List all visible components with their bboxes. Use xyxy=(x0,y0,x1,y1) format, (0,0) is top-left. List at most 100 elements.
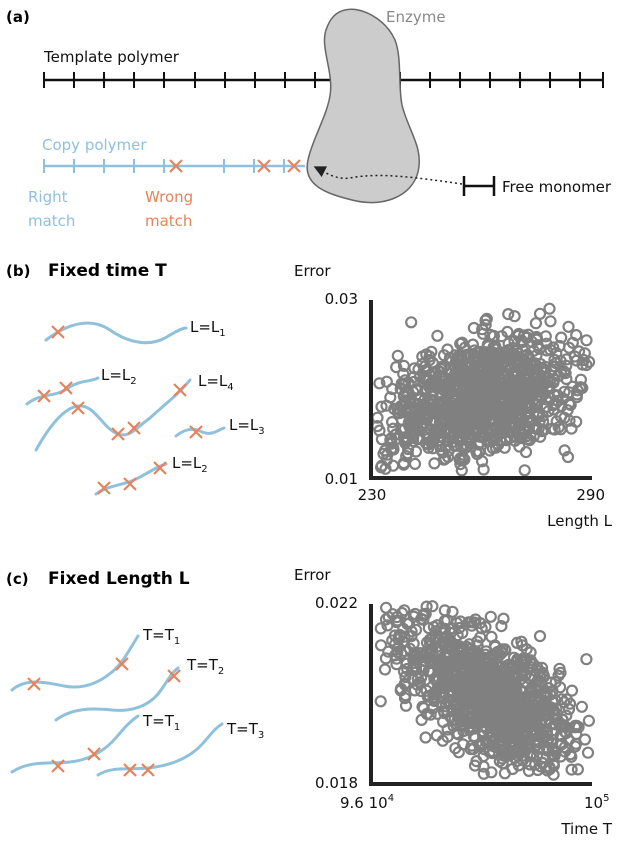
scatter-point xyxy=(444,710,457,724)
scatter-point xyxy=(560,359,573,372)
scatter-point xyxy=(529,317,543,330)
scatter-point xyxy=(471,448,484,461)
strand-label: L=L1 xyxy=(190,318,226,339)
scatter-point xyxy=(553,662,566,675)
scatter-point xyxy=(571,763,585,776)
scatter-point xyxy=(461,440,474,453)
scatter-point xyxy=(521,411,535,424)
scatter-point xyxy=(454,348,467,361)
scatter-point xyxy=(433,370,446,383)
panel-a: (a) Template polymer Enzyme Copy polymer… xyxy=(6,8,612,230)
scatter-point xyxy=(462,359,476,372)
scatter-point xyxy=(431,329,444,342)
scatter-point xyxy=(456,626,469,640)
scatter-point xyxy=(454,376,468,389)
scatter-point xyxy=(519,424,532,437)
wrong-match-x xyxy=(167,669,181,683)
scatter-point xyxy=(518,464,531,477)
scatter-point xyxy=(541,764,554,777)
scatter-point xyxy=(479,318,492,331)
length-error-chart: Error 0.03 0.01 230 290 Length L xyxy=(294,262,613,530)
scatter-point xyxy=(397,359,410,372)
scatter-point xyxy=(483,347,497,360)
scatter-point xyxy=(436,659,449,672)
strand-label: L=L4 xyxy=(198,372,234,393)
panel-c-label: (c) xyxy=(6,570,29,588)
scatter-point xyxy=(574,373,588,386)
scatter-point xyxy=(395,647,408,660)
scatter-point xyxy=(437,626,450,640)
scatter-point xyxy=(379,462,392,475)
scatter-point xyxy=(500,707,513,721)
wrong-match-x xyxy=(115,657,129,671)
panel-b-strand-labels: L=L1 L=L2 L=L4 L=L3 L=L2 xyxy=(101,318,265,475)
scatter-point xyxy=(387,422,400,435)
scatter-point xyxy=(443,674,457,687)
scatter-point xyxy=(576,381,589,394)
scatter-point xyxy=(570,415,583,428)
panel-a-label: (a) xyxy=(6,8,30,26)
scatter-point xyxy=(399,670,412,684)
scatter-point xyxy=(456,687,470,701)
scatter-point xyxy=(582,355,596,368)
scatter-point xyxy=(462,654,475,668)
chart1-xlabel: Length L xyxy=(547,512,613,530)
scatter-point xyxy=(460,640,473,653)
scatter-point xyxy=(420,426,433,439)
scatter-point xyxy=(409,662,422,676)
time-error-chart: Error 0.022 0.018 9.6 104 105 Time T xyxy=(294,566,613,838)
scatter-point xyxy=(375,433,388,446)
scatter-point xyxy=(374,639,388,652)
scatter-point xyxy=(436,396,449,409)
panel-c-title: Fixed Length L xyxy=(48,569,190,589)
scatter-point xyxy=(508,434,522,447)
scatter-point xyxy=(467,730,480,743)
scatter-point xyxy=(547,403,560,416)
scatter-point xyxy=(497,612,510,625)
scatter-point xyxy=(449,368,462,381)
scatter-point xyxy=(558,385,571,398)
scatter-point xyxy=(444,425,458,438)
scatter-point xyxy=(484,610,497,623)
wrong-match-x xyxy=(141,763,155,777)
scatter-point xyxy=(492,410,505,423)
panel-b-title: Fixed time T xyxy=(48,261,167,281)
scatter-point xyxy=(552,669,565,682)
scatter-point xyxy=(483,375,496,388)
scatter-point xyxy=(419,365,432,378)
right-match-label-line1: Right xyxy=(28,188,68,206)
scatter-point xyxy=(469,399,483,412)
scatter-point xyxy=(535,365,548,378)
wrong-match-x xyxy=(287,159,301,173)
scatter-point xyxy=(504,738,517,751)
scatter-point xyxy=(493,755,506,768)
scatter-point xyxy=(396,635,409,648)
scatter-point xyxy=(454,615,467,628)
scatter-point xyxy=(547,341,560,354)
scatter-point xyxy=(498,441,511,454)
scatter-point xyxy=(477,463,490,476)
scatter-point xyxy=(480,312,493,325)
scatter-point xyxy=(399,699,413,712)
scatter-point xyxy=(526,726,539,739)
scatter-point xyxy=(477,426,490,439)
chart2-xtick-right: 105 xyxy=(584,793,609,812)
scatter-point xyxy=(422,621,435,635)
scatter-point xyxy=(477,760,490,773)
scatter-point xyxy=(426,388,439,401)
scatter-point xyxy=(533,629,547,643)
scatter-point xyxy=(482,663,496,676)
scatter-point xyxy=(514,745,527,758)
free-monomer-label: Free monomer xyxy=(502,178,612,196)
scatter-point xyxy=(512,694,525,707)
scatter-point xyxy=(410,409,423,422)
enzyme-label: Enzyme xyxy=(386,8,446,26)
scatter-point xyxy=(531,394,545,407)
scatter-point xyxy=(520,654,533,667)
wrong-match-x xyxy=(37,389,51,403)
scatter-point xyxy=(478,357,491,370)
template-polymer-label: Template polymer xyxy=(43,48,180,66)
scatter-point xyxy=(544,315,557,328)
panel-b: (b) Fixed time T L=L1 L=L2 L=L4 L=L3 L=L… xyxy=(6,261,613,530)
scatter-point xyxy=(401,662,414,676)
